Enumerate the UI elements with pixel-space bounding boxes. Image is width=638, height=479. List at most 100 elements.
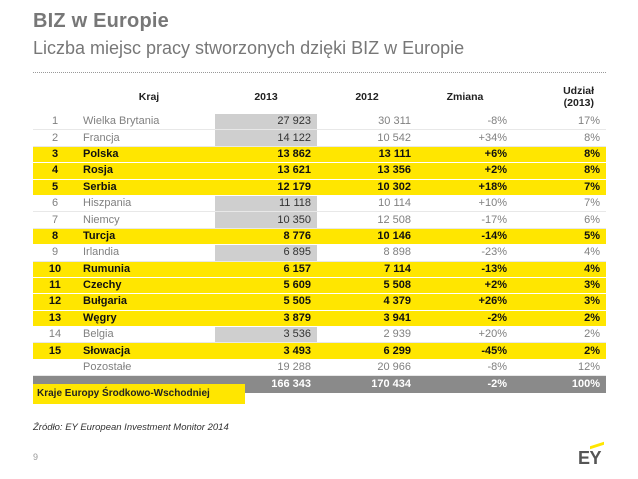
country-cell: Irlandia [83,244,215,262]
share-cell: 4% [513,261,606,278]
value-2012-cell: 10 542 [317,129,417,147]
country-cell: Węgry [83,310,215,328]
share-cell: 3% [513,293,606,311]
header-share-line1: Udział [563,85,594,97]
rank-cell: 1 [33,114,83,131]
table-row: 11 Czechy 5 609 5 508 +2% 3% [33,277,606,295]
change-cell: +18% [417,179,513,196]
share-cell: 8% [513,129,606,147]
rank-cell: 7 [33,211,83,229]
header-2012: 2012 [355,91,379,103]
value-2013-cell: 13 862 [215,146,317,164]
share-cell: 2% [513,342,606,360]
country-cell: Czechy [83,277,215,295]
value-2013-cell: 8 776 [215,228,317,246]
share-cell: 4% [513,244,606,262]
change-cell: +26% [417,293,513,311]
value-2012-cell: 13 356 [317,162,417,180]
header-share: Udział (2013) [513,80,606,114]
total-2012-cell: 170 434 [317,375,417,394]
table-row: 7 Niemcy 10 350 12 508 -17% 6% [33,211,606,229]
country-cell: Rosja [83,162,215,180]
country-cell: Polska [83,146,215,164]
rank-cell: 13 [33,310,83,328]
change-cell: -8% [417,114,513,131]
slide-subtitle: Liczba miejsc pracy stworzonych dzięki B… [33,38,465,58]
rank-cell: 12 [33,293,83,311]
header-2013: 2013 [254,91,278,103]
table-row: 15 Słowacja 3 493 6 299 -45% 2% [33,342,606,360]
change-cell: -45% [417,342,513,360]
rank-cell: 3 [33,146,83,164]
value-2013-cell: 13 621 [215,162,317,180]
table-row: 12 Bułgaria 5 505 4 379 +26% 3% [33,293,606,311]
table-row-other: Pozostałe 19 288 20 966 -8% 12% [33,359,606,377]
value-2012-cell: 30 311 [317,114,417,131]
jobs-table: Kraj 2013 2012 Zmiana Udział (2013) 1 Wie… [33,80,606,394]
table-row: 2 Francja 14 122 10 542 +34% 8% [33,129,606,147]
page-number: 9 [33,452,39,462]
ey-logo: EY [578,448,602,468]
change-cell: +34% [417,129,513,147]
share-cell: 6% [513,211,606,229]
rank-cell-empty [33,359,83,377]
value-2012-cell: 10 302 [317,179,417,196]
header-rank [33,80,83,114]
table-row: 4 Rosja 13 621 13 356 +2% 8% [33,162,606,180]
value-2012-cell: 10 114 [317,195,417,213]
table-row: 6 Hiszpania 11 118 10 114 +10% 7% [33,195,606,213]
change-cell: +2% [417,162,513,180]
change-cell: -2% [417,310,513,328]
country-cell: Bułgaria [83,293,215,311]
country-cell: Wielka Brytania [83,114,215,131]
header-change: Zmiana [446,91,484,103]
share-cell: 2% [513,326,606,344]
rank-cell: 11 [33,277,83,295]
country-cell: Turcja [83,228,215,246]
share-cell: 8% [513,146,606,164]
change-cell: +6% [417,146,513,164]
table-row: 3 Polska 13 862 13 111 +6% 8% [33,146,606,164]
value-2012-cell: 10 146 [317,228,417,246]
rank-cell: 15 [33,342,83,360]
rank-cell: 9 [33,244,83,262]
table-header-row: Kraj 2013 2012 Zmiana Udział (2013) [33,80,606,114]
value-2013-cell: 5 609 [215,277,317,295]
country-cell: Słowacja [83,342,215,360]
share-cell: 7% [513,195,606,213]
rank-cell: 4 [33,162,83,180]
change-cell: +10% [417,195,513,213]
change-cell: +2% [417,277,513,295]
value-2012-cell: 20 966 [317,359,417,377]
change-cell: +20% [417,326,513,344]
table-row: 1 Wielka Brytania 27 923 30 311 -8% 17% [33,114,606,131]
table-row: 13 Węgry 3 879 3 941 -2% 2% [33,310,606,328]
total-change-cell: -2% [417,375,513,394]
country-cell: Belgia [83,326,215,344]
value-2012-cell: 8 898 [317,244,417,262]
rank-cell: 2 [33,129,83,147]
change-cell: -13% [417,261,513,278]
rank-cell: 10 [33,261,83,278]
value-2013-cell: 3 879 [215,310,317,328]
country-cell: Niemcy [83,211,215,229]
rank-cell: 8 [33,228,83,246]
value-2013-cell: 10 350 [215,211,317,229]
country-cell: Pozostałe [83,359,215,377]
legend-cee: Kraje Europy Środkowo-Wschodniej [33,384,245,404]
value-2012-cell: 3 941 [317,310,417,328]
change-cell: -23% [417,244,513,262]
value-2013-cell: 3 536 [215,326,317,344]
value-2012-cell: 4 379 [317,293,417,311]
value-2013-cell: 6 157 [215,261,317,278]
rank-cell: 14 [33,326,83,344]
value-2012-cell: 7 114 [317,261,417,278]
divider [33,72,606,73]
value-2013-cell: 6 895 [215,244,317,262]
header-country: Kraj [138,91,160,103]
value-2013-cell: 14 122 [215,129,317,147]
table-body: 1 Wielka Brytania 27 923 30 311 -8% 17% 2 Franc… [33,114,606,394]
rank-cell: 6 [33,195,83,213]
share-cell: 2% [513,310,606,328]
share-cell: 7% [513,179,606,196]
